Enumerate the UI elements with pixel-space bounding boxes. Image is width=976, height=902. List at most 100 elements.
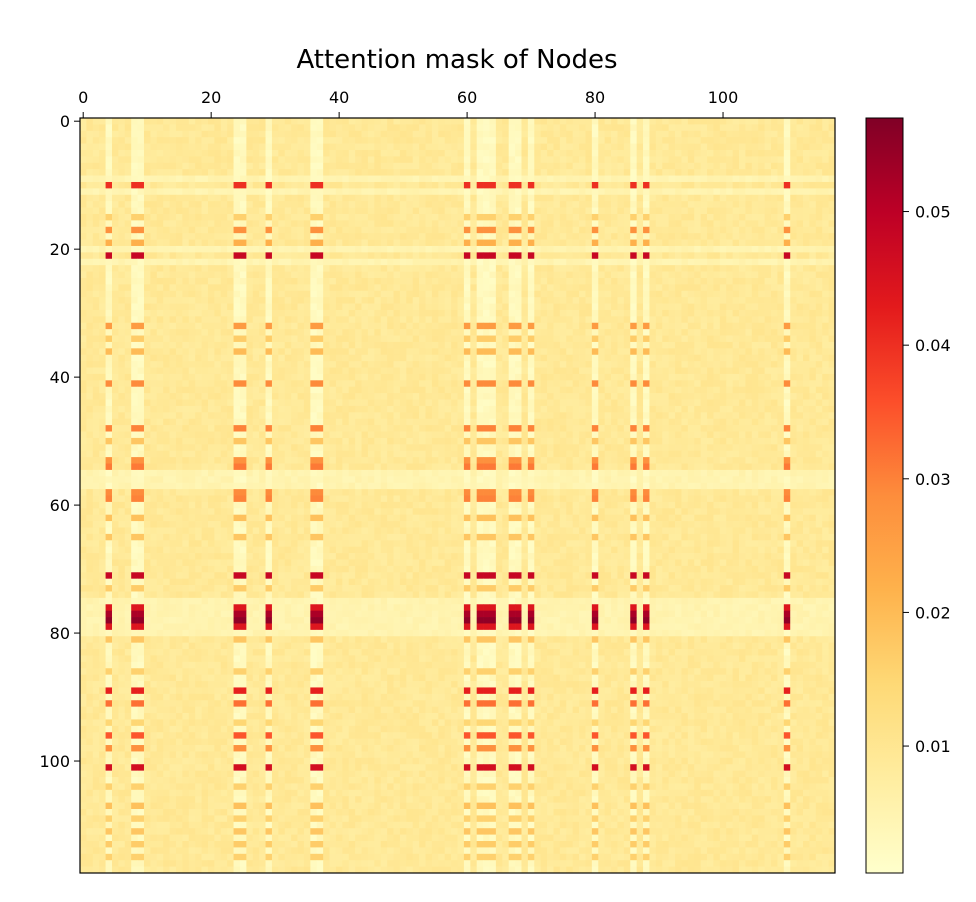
heatmap-cell: [591, 341, 599, 349]
heatmap-cell: [623, 169, 631, 176]
heatmap-cell: [470, 341, 478, 349]
heatmap-cell: [598, 137, 606, 144]
heatmap-cell: [188, 271, 196, 279]
heatmap-cell: [630, 137, 637, 144]
heatmap-cell: [278, 220, 286, 228]
heatmap-cell: [719, 252, 727, 260]
heatmap-cell: [739, 380, 746, 388]
heatmap-cell: [348, 284, 356, 292]
heatmap-cell: [361, 322, 369, 330]
heatmap-cell: [457, 341, 465, 349]
heatmap-cell: [444, 367, 452, 375]
heatmap-cell: [175, 213, 183, 221]
heatmap-cell: [92, 194, 100, 202]
heatmap-cell: [655, 181, 663, 189]
heatmap-cell: [86, 207, 94, 215]
heatmap-cell: [547, 239, 554, 247]
heatmap-cell: [297, 297, 305, 304]
heatmap-cell: [335, 367, 343, 375]
heatmap-cell: [463, 162, 471, 170]
heatmap-cell: [713, 149, 721, 157]
heatmap-cell: [163, 367, 170, 375]
heatmap-cell: [598, 118, 606, 125]
heatmap-cell: [604, 233, 612, 240]
heatmap-cell: [316, 213, 324, 221]
heatmap-cell: [425, 271, 433, 279]
heatmap-cell: [803, 361, 810, 368]
heatmap-cell: [489, 226, 497, 234]
heatmap-cell: [156, 181, 164, 189]
heatmap-cell: [310, 239, 318, 247]
heatmap-cell: [444, 329, 452, 336]
heatmap-cell: [86, 137, 94, 144]
heatmap-cell: [118, 130, 126, 138]
heatmap-cell: [502, 309, 510, 317]
heatmap-cell: [591, 290, 599, 298]
heatmap-cell: [777, 258, 785, 266]
heatmap-cell: [457, 194, 465, 202]
heatmap-cell: [771, 181, 778, 189]
heatmap-cell: [758, 213, 765, 221]
heatmap-cell: [668, 258, 676, 266]
heatmap-cell: [252, 303, 260, 311]
heatmap-cell: [163, 226, 170, 234]
heatmap-cell: [150, 156, 158, 164]
heatmap-cell: [431, 290, 439, 298]
heatmap-cell: [169, 245, 177, 253]
heatmap-cell: [751, 245, 759, 253]
heatmap-cell: [438, 207, 446, 215]
heatmap-cell: [553, 271, 561, 279]
heatmap-cell: [515, 137, 522, 144]
heatmap-cell: [739, 207, 746, 215]
heatmap-cell: [566, 233, 574, 240]
heatmap-cell: [451, 373, 458, 381]
heatmap-cell: [355, 201, 362, 208]
heatmap-cell: [822, 297, 829, 304]
heatmap-cell: [246, 124, 254, 132]
heatmap-cell: [259, 354, 266, 362]
heatmap-cell: [598, 169, 606, 176]
heatmap-cell: [463, 373, 471, 381]
heatmap-cell: [207, 252, 215, 260]
heatmap-cell: [201, 290, 209, 298]
heatmap-cell: [617, 226, 625, 234]
heatmap-cell: [412, 124, 420, 132]
heatmap-cell: [828, 284, 836, 292]
heatmap-cell: [111, 265, 119, 272]
heatmap-cell: [803, 367, 810, 375]
heatmap-cell: [233, 143, 241, 151]
heatmap-cell: [111, 284, 119, 292]
heatmap-cell: [579, 290, 586, 298]
heatmap-cell: [239, 297, 247, 304]
heatmap-cell: [572, 188, 580, 196]
heatmap-cell: [476, 156, 484, 164]
heatmap-cell: [579, 252, 586, 260]
heatmap-cell: [470, 175, 478, 183]
heatmap-cell: [643, 169, 650, 176]
heatmap-cell: [259, 149, 266, 157]
heatmap-cell: [495, 188, 503, 196]
heatmap-cell: [220, 162, 228, 170]
heatmap-cell: [259, 271, 266, 279]
heatmap-cell: [758, 162, 765, 170]
heatmap-cell: [310, 348, 318, 356]
heatmap-cell: [521, 322, 529, 330]
heatmap-cell: [591, 265, 599, 272]
heatmap-cell: [105, 252, 113, 260]
heatmap-cell: [233, 277, 241, 285]
heatmap-cell: [335, 207, 343, 215]
heatmap-cell: [783, 124, 791, 132]
heatmap-cell: [662, 156, 669, 164]
heatmap-cell: [201, 271, 209, 279]
heatmap-cell: [527, 335, 535, 343]
heatmap-cell: [694, 341, 701, 349]
heatmap-cell: [508, 361, 516, 368]
heatmap-cell: [111, 380, 119, 388]
heatmap-cell: [470, 277, 478, 285]
heatmap-cell: [822, 194, 829, 202]
heatmap-cell: [310, 124, 318, 132]
heatmap-cell: [617, 181, 625, 189]
heatmap-cell: [694, 220, 701, 228]
heatmap-cell: [751, 258, 759, 266]
heatmap-cell: [470, 226, 478, 234]
